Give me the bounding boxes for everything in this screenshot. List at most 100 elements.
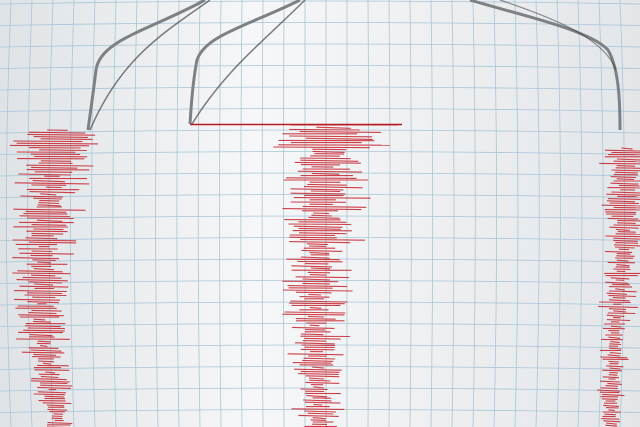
trace-stroke [39, 199, 60, 202]
trace-stroke [290, 300, 348, 303]
trace-stroke [295, 291, 332, 294]
trace-stroke [305, 381, 340, 384]
trace-stroke [611, 151, 640, 154]
trace-stroke [33, 353, 56, 356]
trace-stroke [31, 250, 53, 253]
trace-stroke [610, 341, 620, 344]
trace-stroke [19, 252, 74, 255]
trace-stroke [606, 292, 627, 295]
trace-stroke [27, 133, 96, 136]
trace-stroke [42, 402, 72, 405]
trace-stroke [311, 214, 333, 217]
trace-stroke [32, 356, 61, 358]
trace-stroke [29, 334, 53, 337]
trace-stroke [32, 320, 51, 323]
trace-stroke [33, 318, 46, 321]
trace-stroke [303, 399, 332, 402]
trace-stroke [613, 239, 638, 242]
trace-stroke [608, 294, 636, 298]
trace-stroke [304, 337, 341, 340]
trace-stroke [286, 258, 340, 261]
trace-stroke [289, 128, 360, 131]
trace-stroke [310, 190, 341, 193]
trace-stroke [28, 241, 77, 244]
trace-stroke [294, 161, 361, 164]
trace-stroke [604, 413, 616, 416]
trace-stroke [23, 213, 68, 215]
grid-vertical-line [598, 0, 604, 427]
trace-stroke [33, 268, 54, 271]
trace-stroke [291, 265, 333, 268]
trace-stroke [617, 231, 637, 233]
trace-stroke [31, 309, 62, 312]
trace-stroke [308, 216, 340, 219]
grid-vertical-line [514, 0, 519, 427]
trace-stroke [292, 362, 332, 364]
trace-stroke [37, 391, 67, 394]
trace-stroke [305, 329, 326, 331]
trace-stroke [613, 310, 627, 313]
trace-stroke [607, 354, 621, 357]
trace-stroke [298, 414, 339, 417]
trace-stroke [608, 336, 621, 339]
trace-stroke [295, 318, 336, 320]
trace-stroke [289, 236, 337, 239]
trace-stroke [300, 333, 324, 336]
stylus-arm-right [469, 0, 622, 131]
trace-stroke [293, 225, 343, 228]
trace-stroke [311, 172, 340, 175]
trace-stroke [300, 238, 366, 241]
trace-stroke [42, 362, 51, 365]
trace-stroke [312, 397, 332, 399]
trace-stroke [310, 419, 326, 421]
trace-stroke [615, 266, 630, 268]
grid-vertical-line [472, 0, 476, 427]
trace-stroke [20, 195, 63, 198]
trace-stroke [300, 388, 328, 391]
trace-stroke [300, 370, 340, 373]
grid-vertical-line [451, 0, 455, 427]
trace-stroke [600, 387, 618, 390]
trace-stroke [17, 270, 63, 273]
trace-stroke [306, 395, 328, 398]
trace-stroke [294, 342, 335, 345]
trace-stroke [302, 278, 330, 281]
trace-stroke [36, 219, 63, 222]
trace-stroke [616, 158, 640, 161]
trace-stroke [615, 233, 640, 235]
trace-stroke [293, 368, 342, 371]
trace-stroke [309, 379, 331, 382]
trace-stroke [52, 415, 63, 418]
trace-stroke [33, 136, 89, 138]
trace-stroke [312, 417, 326, 420]
trace-stroke [609, 202, 640, 205]
trace-stroke [38, 202, 60, 205]
trace-stroke [613, 173, 638, 176]
trace-stroke [316, 126, 351, 129]
trace-stroke [284, 311, 346, 314]
trace-stroke [607, 382, 622, 385]
trace-stroke [604, 149, 640, 152]
trace-stroke [47, 422, 73, 425]
trace-stroke [37, 386, 72, 389]
trace-stroke [610, 182, 639, 185]
trace-stroke [313, 386, 324, 389]
trace-stroke [606, 193, 640, 196]
trace-stroke [289, 302, 345, 305]
trace-stroke [609, 371, 619, 374]
grid-vertical-line [112, 0, 117, 427]
trace-stroke [301, 344, 336, 347]
trace-stroke [608, 374, 618, 376]
trace-stroke [602, 376, 619, 379]
grid-horizontal-line [0, 65, 640, 69]
trace-stroke [614, 246, 635, 249]
trace-stroke [300, 157, 351, 160]
trace-stroke [31, 166, 78, 169]
grid-horizontal-line [0, 0, 640, 5]
trace-stroke [606, 422, 617, 425]
trace-stroke [305, 137, 373, 140]
grid-horizontal-line [0, 280, 640, 284]
trace-stroke [605, 385, 618, 387]
